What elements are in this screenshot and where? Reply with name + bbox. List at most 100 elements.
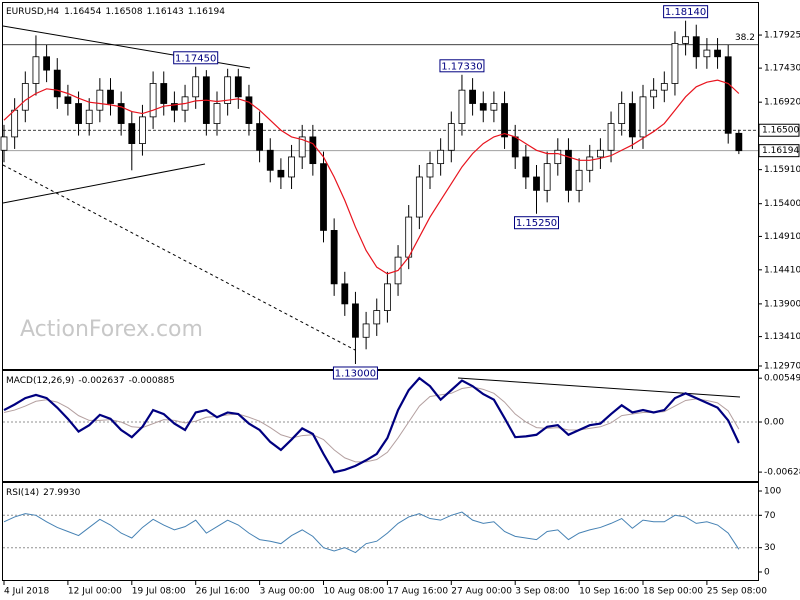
candle-body bbox=[628, 103, 636, 138]
candle-body bbox=[415, 176, 423, 218]
main-frame bbox=[2, 2, 759, 370]
candle-body bbox=[288, 156, 295, 178]
macd-readout: -0.002637 bbox=[78, 376, 124, 386]
candle-body bbox=[660, 83, 668, 91]
trendlines bbox=[2, 25, 741, 398]
candle-body bbox=[554, 149, 562, 165]
annotation-label: 1.17330 bbox=[441, 61, 482, 72]
price-tag bbox=[758, 123, 800, 137]
candle-body bbox=[192, 76, 200, 98]
trendline bbox=[2, 164, 356, 351]
rsi-frame bbox=[2, 482, 759, 581]
candle-body bbox=[607, 123, 615, 151]
candle-body bbox=[426, 163, 434, 178]
candle-body bbox=[671, 43, 679, 84]
y-tick-label: 1.17430 bbox=[764, 64, 800, 74]
signal-readout: -0.000885 bbox=[129, 376, 175, 386]
rsi-title: RSI(14) bbox=[6, 488, 39, 498]
annotation-box bbox=[439, 59, 485, 73]
candle-body bbox=[373, 310, 381, 325]
x-tick-label: 18 Sep 00:00 bbox=[643, 587, 703, 597]
candle-body bbox=[224, 76, 232, 104]
candle-body bbox=[511, 136, 519, 158]
frames bbox=[2, 2, 759, 581]
candle-body bbox=[341, 283, 349, 305]
candle-body bbox=[11, 109, 19, 138]
candle-body bbox=[277, 169, 285, 178]
candle-body bbox=[352, 303, 359, 338]
candle-body bbox=[330, 230, 338, 285]
candle-body bbox=[170, 103, 178, 111]
candle-body bbox=[139, 116, 146, 144]
macd-frame bbox=[2, 370, 759, 482]
y-tick-label: 1.15910 bbox=[764, 165, 800, 175]
x-tick-label: 3 Aug 00:00 bbox=[260, 587, 315, 597]
candle-body bbox=[501, 103, 508, 138]
candle-body bbox=[597, 149, 604, 158]
x-tick-label: 26 Jul 16:00 bbox=[196, 587, 250, 597]
y-tick-label: 1.17925 bbox=[764, 31, 800, 41]
candle-body bbox=[362, 323, 370, 338]
candle-body bbox=[117, 103, 125, 124]
trendline bbox=[2, 163, 206, 204]
main-header: EURUSD,H4 1.16454 1.16508 1.16143 1.16194 bbox=[6, 7, 225, 17]
y-tick-label: 30 bbox=[764, 543, 776, 553]
candle-body bbox=[533, 176, 540, 191]
candle-body bbox=[53, 69, 61, 98]
y-tick-label: 1.16920 bbox=[764, 98, 800, 108]
y-tick-label: 100 bbox=[764, 487, 781, 497]
close-readout: 1.16194 bbox=[188, 7, 225, 17]
x-tick-label: 17 Aug 16:00 bbox=[387, 587, 448, 597]
trendline bbox=[457, 377, 741, 398]
candle-body bbox=[75, 103, 82, 124]
candle-body bbox=[266, 149, 274, 171]
candle-body bbox=[234, 76, 242, 98]
y-tick-label: 1.13410 bbox=[764, 332, 800, 342]
annotation-label: 1.18140 bbox=[665, 7, 706, 18]
candle-body bbox=[682, 36, 689, 44]
candle-body bbox=[575, 169, 583, 191]
y-tick-label: 1.14410 bbox=[764, 265, 800, 275]
macd-title: MACD(12,26,9) bbox=[6, 376, 74, 386]
annotation-label: 1.17450 bbox=[175, 53, 216, 64]
price-tag-label: 1.16500 bbox=[762, 126, 799, 136]
candle-body bbox=[128, 123, 136, 144]
candle-body bbox=[543, 163, 551, 191]
candle-body bbox=[32, 56, 40, 84]
candle-body bbox=[618, 103, 626, 124]
candle-body bbox=[405, 216, 413, 258]
macd-header: MACD(12,26,9) -0.002637 -0.000885 bbox=[6, 376, 175, 386]
candle-body bbox=[85, 109, 93, 124]
y-tick-label: 70 bbox=[764, 511, 776, 521]
x-tick-label: 10 Sep 16:00 bbox=[579, 587, 639, 597]
candle-body bbox=[479, 103, 487, 111]
x-tick-label: 19 Jul 08:00 bbox=[132, 587, 186, 597]
candle-body bbox=[639, 96, 647, 138]
candle-body bbox=[522, 156, 530, 178]
y-tick-label: -0.006283 bbox=[764, 468, 800, 478]
y-tick-label: 1.14910 bbox=[764, 232, 800, 242]
candle-body bbox=[565, 149, 572, 191]
x-tick-label: 25 Sep 08:00 bbox=[707, 587, 767, 597]
moving-average bbox=[3, 79, 740, 275]
annotation-box bbox=[173, 51, 219, 65]
candle-body bbox=[703, 49, 711, 58]
candle-body bbox=[107, 89, 114, 104]
candle-body bbox=[714, 49, 721, 58]
annotation-label: 1.13000 bbox=[335, 368, 376, 379]
x-tick-label: 10 Aug 08:00 bbox=[324, 587, 385, 597]
candle-body bbox=[64, 96, 72, 104]
candle-body bbox=[469, 89, 477, 104]
price-tag-label: 1.16194 bbox=[762, 146, 799, 156]
candle-body bbox=[724, 56, 732, 134]
candle-body bbox=[213, 103, 221, 124]
candle-body bbox=[490, 103, 498, 111]
candle-body bbox=[21, 83, 29, 111]
candle-body bbox=[245, 96, 253, 124]
annotation-label: 1.15250 bbox=[516, 218, 557, 229]
candle-body bbox=[160, 83, 168, 104]
y-tick-label: 1.15400 bbox=[764, 199, 800, 209]
price-tag bbox=[758, 144, 800, 158]
